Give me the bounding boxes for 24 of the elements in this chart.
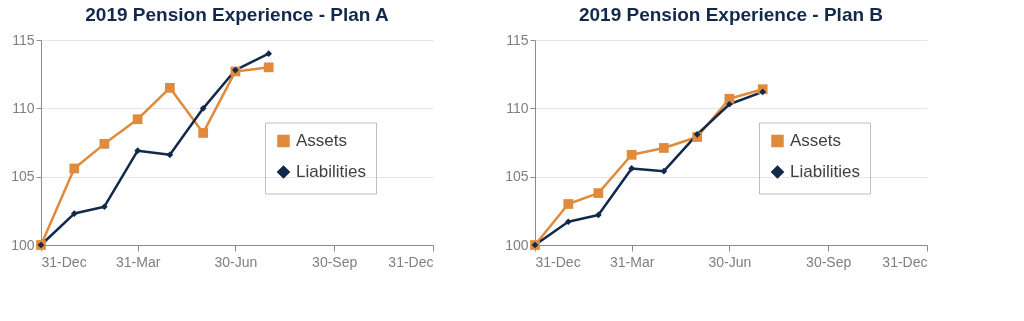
y-tick-label: 110: [12, 99, 35, 116]
x-tick-label: 30-Sep: [312, 253, 358, 270]
x-tick-label: 31-Mar: [609, 253, 655, 270]
legend-label: Liabilities: [790, 162, 860, 181]
x-tick-label: 31-Dec: [41, 253, 87, 270]
chart-title: 2019 Pension Experience - Plan A: [85, 4, 389, 25]
x-tick-label: 30-Sep: [806, 253, 852, 270]
y-tick-label: 115: [506, 31, 529, 48]
x-tick-label: 31-Dec: [882, 253, 928, 270]
legend-label: Assets: [296, 131, 348, 150]
y-tick-label: 100: [505, 236, 529, 253]
y-tick-label: 110: [506, 99, 529, 116]
y-tick-label: 115: [12, 31, 35, 48]
legend-label: Liabilities: [296, 162, 366, 181]
y-tick-label: 100: [11, 236, 35, 253]
y-tick-label: 105: [505, 168, 529, 185]
x-tick-label: 30-Jun: [708, 253, 752, 270]
x-tick-label: 31-Mar: [115, 253, 161, 270]
x-tick-label: 31-Dec: [535, 253, 581, 270]
x-tick-label: 30-Jun: [214, 253, 258, 270]
legend-label: Assets: [790, 131, 842, 150]
chart-title: 2019 Pension Experience - Plan B: [578, 4, 884, 25]
x-tick-label: 31-Dec: [388, 253, 434, 270]
y-tick-label: 105: [11, 168, 35, 185]
